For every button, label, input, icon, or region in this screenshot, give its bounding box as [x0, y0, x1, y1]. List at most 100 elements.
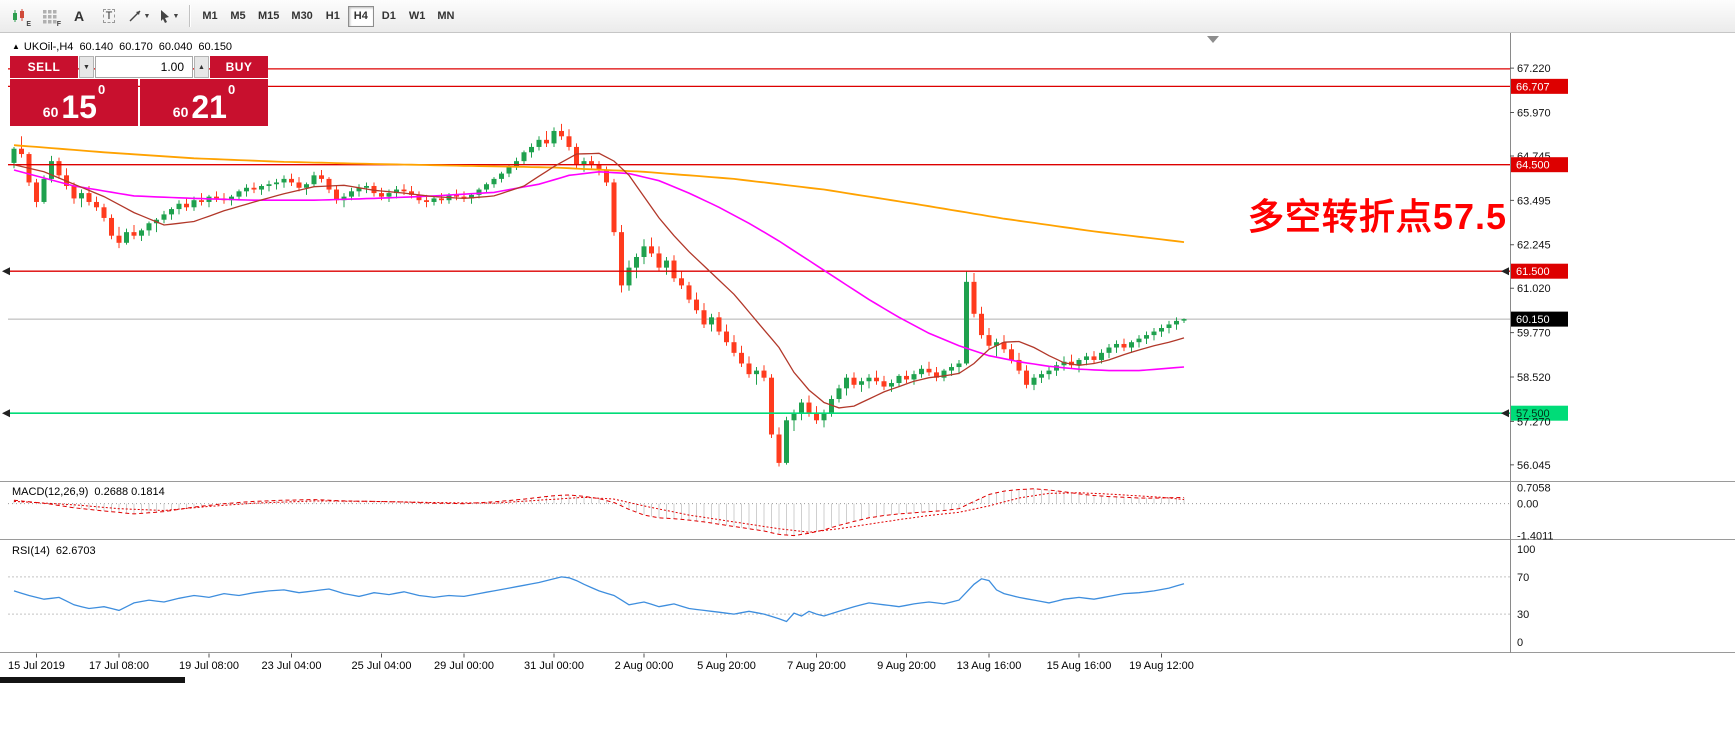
- horizontal-scrollbar-thumb[interactable]: [0, 677, 185, 683]
- macd-values: 0.2688 0.1814: [94, 486, 165, 498]
- svg-text:30: 30: [1517, 609, 1529, 621]
- timeframe-button-D1[interactable]: D1: [376, 6, 402, 27]
- svg-text:64.500: 64.500: [1516, 160, 1550, 172]
- volume-input[interactable]: [95, 56, 193, 78]
- text-label-tool[interactable]: A: [65, 4, 93, 28]
- ohlc-low: 60.040: [158, 41, 193, 53]
- hline-57.5[interactable]: [2, 409, 1510, 418]
- chart-text-annotation[interactable]: 多空转折点57.5: [1247, 196, 1507, 237]
- trendline-icon: [129, 10, 141, 22]
- timeframe-button-M30[interactable]: M30: [286, 6, 317, 27]
- sell-button[interactable]: SELL: [10, 56, 78, 78]
- svg-text:61.020: 61.020: [1517, 283, 1551, 295]
- svg-text:-1.4011: -1.4011: [1517, 531, 1554, 543]
- svg-text:0: 0: [1517, 637, 1523, 649]
- svg-text:58.520: 58.520: [1517, 372, 1551, 384]
- ask-pips: 21: [191, 88, 227, 125]
- timeframe-button-M15[interactable]: M15: [253, 6, 284, 27]
- svg-text:31 Jul 00:00: 31 Jul 00:00: [524, 660, 584, 672]
- ask-whole: 60: [172, 104, 189, 121]
- bid-pipette: 0: [97, 82, 106, 97]
- cursor-icon: [160, 10, 169, 23]
- timeframe-button-MN[interactable]: MN: [432, 6, 459, 27]
- letter-a-icon: A: [73, 8, 85, 24]
- chevron-down-icon: ▼: [143, 12, 151, 20]
- badge-e: E: [26, 21, 31, 28]
- grid-icon[interactable]: F: [35, 4, 63, 28]
- line-tools-dropdown[interactable]: ▼: [125, 4, 153, 28]
- timeframe-button-M1[interactable]: M1: [197, 6, 223, 27]
- chart-shift-marker[interactable]: [1207, 36, 1219, 43]
- timeframe-button-W1[interactable]: W1: [404, 6, 431, 27]
- toolbar: E F A T ▼ ▼ M1 M5 M15 M30 H1 H4 D1 W1 MN: [0, 0, 1735, 33]
- svg-text:59.770: 59.770: [1517, 328, 1551, 340]
- svg-text:7 Aug 20:00: 7 Aug 20:00: [787, 660, 846, 672]
- price-axis[interactable]: 67.22066.70765.97064.74564.50063.49562.2…: [1510, 63, 1568, 472]
- letter-t-icon: T: [102, 9, 116, 23]
- timeframe-group: M1 M5 M15 M30 H1 H4 D1 W1 MN: [196, 5, 460, 27]
- volume-decrease-button[interactable]: ▼: [79, 56, 94, 78]
- ohlc-open: 60.140: [79, 41, 114, 53]
- chevron-down-icon: ▼: [172, 12, 180, 20]
- svg-text:15 Jul 2019: 15 Jul 2019: [8, 660, 65, 672]
- svg-text:5 Aug 20:00: 5 Aug 20:00: [697, 660, 756, 672]
- svg-text:15 Aug 16:00: 15 Aug 16:00: [1047, 660, 1112, 672]
- svg-text:100: 100: [1517, 544, 1535, 556]
- badge-f: F: [56, 21, 61, 28]
- svg-text:57.500: 57.500: [1516, 408, 1550, 420]
- ask-price-display[interactable]: 60 21 0: [140, 79, 268, 126]
- panel-separators: [0, 33, 1735, 653]
- bid-price-display[interactable]: 60 15 0: [10, 79, 138, 126]
- time-axis[interactable]: 15 Jul 2019 17 Jul 08:00 19 Jul 08:00 23 Ju…: [8, 653, 1194, 673]
- bid-pips: 15: [61, 88, 97, 125]
- rsi-value: 62.6703: [55, 545, 96, 557]
- ohlc-close: 60.150: [198, 41, 233, 53]
- rsi-panel: 100 70 30 0: [8, 544, 1535, 649]
- timeframe-button-H1[interactable]: H1: [320, 6, 346, 27]
- timeframe-button-H4[interactable]: H4: [347, 5, 374, 27]
- chart-symbol-header: ▲ UKOil-,H4 60.140 60.170 60.040 60.150: [12, 41, 238, 53]
- grid-glyph: [43, 10, 57, 24]
- svg-text:2 Aug 00:00: 2 Aug 00:00: [615, 660, 674, 672]
- svg-text:70: 70: [1517, 572, 1529, 584]
- collapse-triangle-icon[interactable]: ▲: [12, 42, 20, 51]
- macd-panel: 0.7058 0.00 -1.4011: [8, 483, 1554, 543]
- ohlc-high: 60.170: [119, 41, 153, 53]
- one-click-trading-panel: SELL ▼ ▲ BUY 60 15 0 60 21 0: [10, 56, 268, 126]
- bid-whole: 60: [42, 104, 59, 121]
- buy-button[interactable]: BUY: [210, 56, 268, 78]
- macd-title: MACD(12,26,9): [12, 486, 89, 498]
- svg-text:65.970: 65.970: [1517, 108, 1551, 120]
- toolbar-separator: [189, 5, 191, 27]
- svg-text:9 Aug 20:00: 9 Aug 20:00: [877, 660, 936, 672]
- svg-text:57.270: 57.270: [1517, 416, 1551, 428]
- svg-text:17 Jul 08:00: 17 Jul 08:00: [89, 660, 149, 672]
- hline-61.5[interactable]: [2, 267, 1510, 276]
- svg-text:63.495: 63.495: [1517, 195, 1551, 207]
- timeframe-button-M5[interactable]: M5: [225, 6, 251, 27]
- svg-text:13 Aug 16:00: 13 Aug 16:00: [957, 660, 1022, 672]
- ask-pipette: 0: [227, 82, 236, 97]
- rsi-header: RSI(14) 62.6703: [12, 545, 102, 557]
- svg-text:62.245: 62.245: [1517, 240, 1551, 252]
- svg-text:67.220: 67.220: [1517, 63, 1551, 75]
- svg-text:0.00: 0.00: [1517, 499, 1538, 511]
- volume-field-wrap: [95, 56, 193, 78]
- candlestick-glyph: [13, 9, 24, 22]
- svg-text:61.500: 61.500: [1516, 266, 1550, 278]
- svg-text:60.150: 60.150: [1516, 314, 1550, 326]
- svg-text:23 Jul 04:00: 23 Jul 04:00: [262, 660, 322, 672]
- cursor-tools-dropdown[interactable]: ▼: [155, 4, 183, 28]
- text-tool[interactable]: T: [95, 4, 123, 28]
- svg-text:25 Jul 04:00: 25 Jul 04:00: [352, 660, 412, 672]
- svg-text:19 Jul 08:00: 19 Jul 08:00: [179, 660, 239, 672]
- symbol-name: UKOil-,H4: [23, 41, 74, 53]
- volume-increase-button[interactable]: ▲: [194, 56, 209, 78]
- candlestick-style-icon[interactable]: E: [5, 4, 33, 28]
- svg-text:66.707: 66.707: [1516, 81, 1550, 93]
- macd-header: MACD(12,26,9) 0.2688 0.1814: [12, 486, 171, 498]
- svg-text:19 Aug 12:00: 19 Aug 12:00: [1129, 660, 1194, 672]
- candlesticks: [11, 123, 1187, 467]
